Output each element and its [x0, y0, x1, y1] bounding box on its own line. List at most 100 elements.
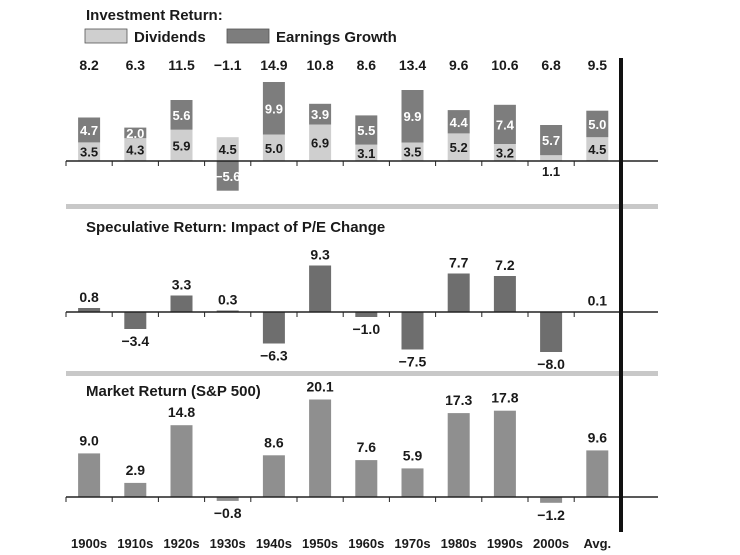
speculative-return-bar [124, 312, 147, 329]
dividends-bar [124, 138, 147, 161]
dividends-label: 4.3 [126, 143, 144, 158]
market-return-label: 8.6 [264, 434, 284, 450]
market-return-bar [493, 410, 516, 497]
dividends-label: 3.5 [403, 145, 421, 160]
market-return-label: 17.8 [491, 390, 518, 406]
earnings-growth-bar [493, 104, 516, 144]
speculative-return-bar [78, 308, 101, 312]
market-return-label: 2.9 [126, 462, 146, 478]
investment-return-total-label: 11.5 [168, 57, 195, 73]
dividends-label: 5.2 [450, 140, 468, 155]
dividends-bar [355, 144, 378, 161]
speculative-return-label: 0.1 [588, 293, 608, 309]
decade-tick-label: 1910s [117, 536, 153, 551]
investment-return-total-label: 8.2 [79, 57, 99, 73]
speculative-return-bar [401, 312, 424, 350]
speculative-return-label: −3.4 [121, 333, 149, 349]
market-return-bar [262, 455, 285, 497]
legend-dividends-label: Dividends [134, 29, 206, 46]
market-return-label: 9.6 [588, 429, 608, 445]
speculative-return-label: 9.3 [310, 247, 330, 263]
market-return-bar [216, 497, 239, 501]
labels-layer: 4.7 3.5 8.2 2.0 4.3 6.3 5.6 5.9 11.5 −5.6 4.5 −1.1 9… [71, 57, 611, 551]
market-return-bar [447, 413, 470, 497]
dividends-label: 6.9 [311, 136, 329, 151]
dividends-label: 4.5 [588, 142, 606, 157]
legend-earnings-label: Earnings Growth [276, 29, 397, 46]
decade-tick-label: 1990s [487, 536, 523, 551]
investment-return-total-label: 14.9 [260, 57, 287, 73]
earnings-growth-label: 5.7 [542, 133, 560, 148]
earnings-growth-bar [170, 100, 193, 130]
speculative-return-bar [262, 312, 285, 344]
investment-return-title: Investment Return: [86, 7, 223, 24]
earnings-growth-bar [586, 110, 609, 138]
speculative-return-title: Speculative Return: Impact of P/E Change [86, 219, 385, 236]
earnings-growth-bar [262, 82, 285, 135]
investment-return-total-label: 9.6 [449, 57, 469, 73]
market-return-label: 5.9 [403, 447, 423, 463]
dividends-label: 3.5 [80, 145, 98, 160]
market-return-bar [401, 468, 424, 497]
speculative-return-label: 7.2 [495, 257, 515, 273]
dividends-bar [493, 144, 516, 161]
earnings-growth-label: 5.0 [588, 117, 606, 132]
earnings-growth-bar [78, 117, 101, 143]
investment-return-total-label: 6.3 [126, 57, 146, 73]
market-return-bar [309, 399, 332, 497]
dividends-bar [401, 142, 424, 161]
earnings-growth-bar [216, 161, 239, 191]
investment-return-total-label: 10.6 [491, 57, 518, 73]
investment-return-total-label: 6.8 [541, 57, 561, 73]
speculative-return-bar [170, 295, 193, 312]
dividends-label: 1.1 [542, 164, 560, 179]
decade-tick-label: 1900s [71, 536, 107, 551]
market-return-label: 20.1 [306, 379, 333, 395]
speculative-return-label: 7.7 [449, 255, 469, 271]
speculative-return-bar [493, 276, 516, 312]
earnings-growth-label: 3.9 [311, 107, 329, 122]
decade-tick-label: 1930s [210, 536, 246, 551]
axes-layer [65, 58, 658, 532]
decade-tick-label: 1950s [302, 536, 338, 551]
dividends-bar [540, 155, 563, 161]
market-return-label: 9.0 [79, 432, 99, 448]
speculative-return-label: 0.3 [218, 292, 238, 308]
dividends-label: 4.5 [219, 142, 237, 157]
dividends-label: 3.1 [357, 146, 375, 161]
earnings-growth-label: 5.5 [357, 123, 375, 138]
market-return-bar [355, 460, 378, 497]
legend-dividends-swatch [84, 28, 128, 44]
earnings-growth-bar [401, 90, 424, 143]
earnings-growth-label: 7.4 [496, 117, 515, 132]
market-return-bar [540, 497, 563, 503]
dividends-bar [309, 124, 332, 161]
dividends-bar [586, 137, 609, 161]
earnings-growth-label: 4.7 [80, 123, 98, 138]
speculative-return-bar [355, 312, 378, 317]
earnings-growth-bar [447, 110, 470, 134]
earnings-growth-label: 4.4 [450, 115, 469, 130]
earnings-growth-bar [309, 103, 332, 125]
earnings-growth-bar [540, 125, 563, 156]
speculative-return-label: −6.3 [260, 348, 288, 364]
earnings-growth-label: 9.9 [403, 109, 421, 124]
earnings-growth-label: 2.0 [126, 126, 144, 141]
investment-return-total-label: −1.1 [214, 57, 242, 73]
investment-return-total-label: 13.4 [399, 57, 426, 73]
decade-tick-label: 2000s [533, 536, 569, 551]
dividends-label: 3.2 [496, 146, 514, 161]
speculative-return-label: −7.5 [399, 354, 427, 370]
speculative-return-bar [447, 273, 470, 312]
investment-return-total-label: 8.6 [357, 57, 377, 73]
dividends-label: 5.9 [172, 138, 190, 153]
dividends-label: 5.0 [265, 141, 283, 156]
market-return-label: −1.2 [537, 507, 565, 523]
speculative-return-bar [309, 265, 332, 312]
market-return-bar [170, 425, 193, 497]
market-return-label: 7.6 [357, 439, 377, 455]
decade-tick-label: 1940s [256, 536, 292, 551]
investment-return-total-label: 10.8 [306, 57, 333, 73]
speculative-return-label: −8.0 [537, 356, 565, 372]
dividends-bar [170, 129, 193, 161]
